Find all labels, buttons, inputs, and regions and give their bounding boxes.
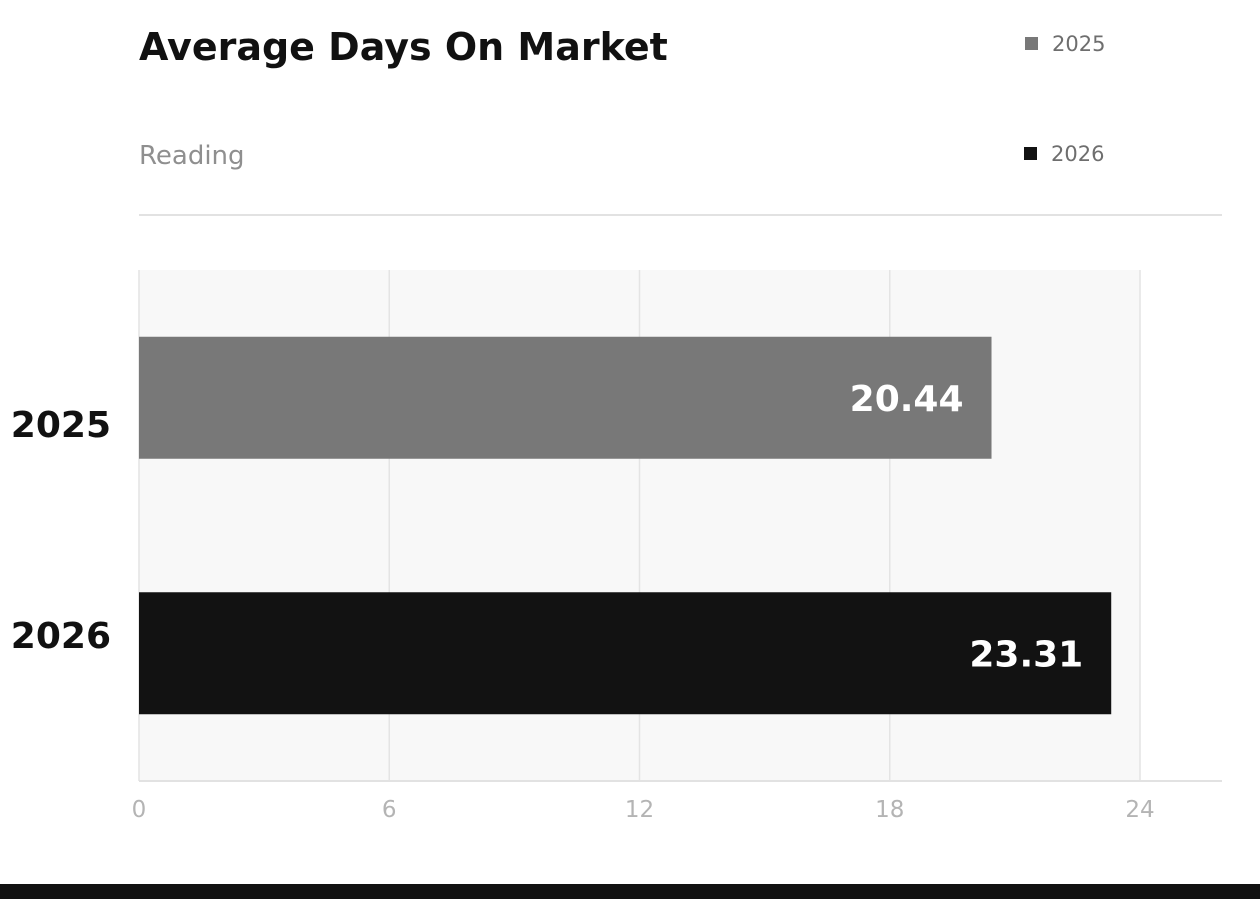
value-label-2026: 23.31	[969, 634, 1083, 675]
x-tick-6: 6	[382, 797, 397, 823]
x-tick-12: 12	[625, 797, 654, 823]
legend-label-2026: 2026	[1051, 142, 1104, 166]
x-tick-18: 18	[875, 797, 904, 823]
category-label-2026: 2026	[11, 616, 111, 657]
x-axis-ticks: 0 6 12 18 24	[132, 797, 1155, 823]
bar-2025	[139, 336, 992, 459]
x-tick-0: 0	[132, 797, 147, 823]
legend: 2025 2026	[1024, 32, 1105, 166]
footer-bar	[0, 884, 1260, 899]
chart-title: Average Days On Market	[139, 25, 668, 69]
bars	[139, 336, 1112, 715]
x-tick-24: 24	[1125, 797, 1154, 823]
legend-swatch-2025	[1025, 37, 1038, 50]
legend-swatch-2026	[1024, 147, 1037, 160]
category-label-2025: 2025	[11, 405, 111, 446]
chart-subtitle: Reading	[139, 141, 245, 171]
bar-2026	[139, 592, 1112, 715]
value-label-2025: 20.44	[850, 379, 964, 420]
legend-label-2025: 2025	[1052, 32, 1105, 56]
